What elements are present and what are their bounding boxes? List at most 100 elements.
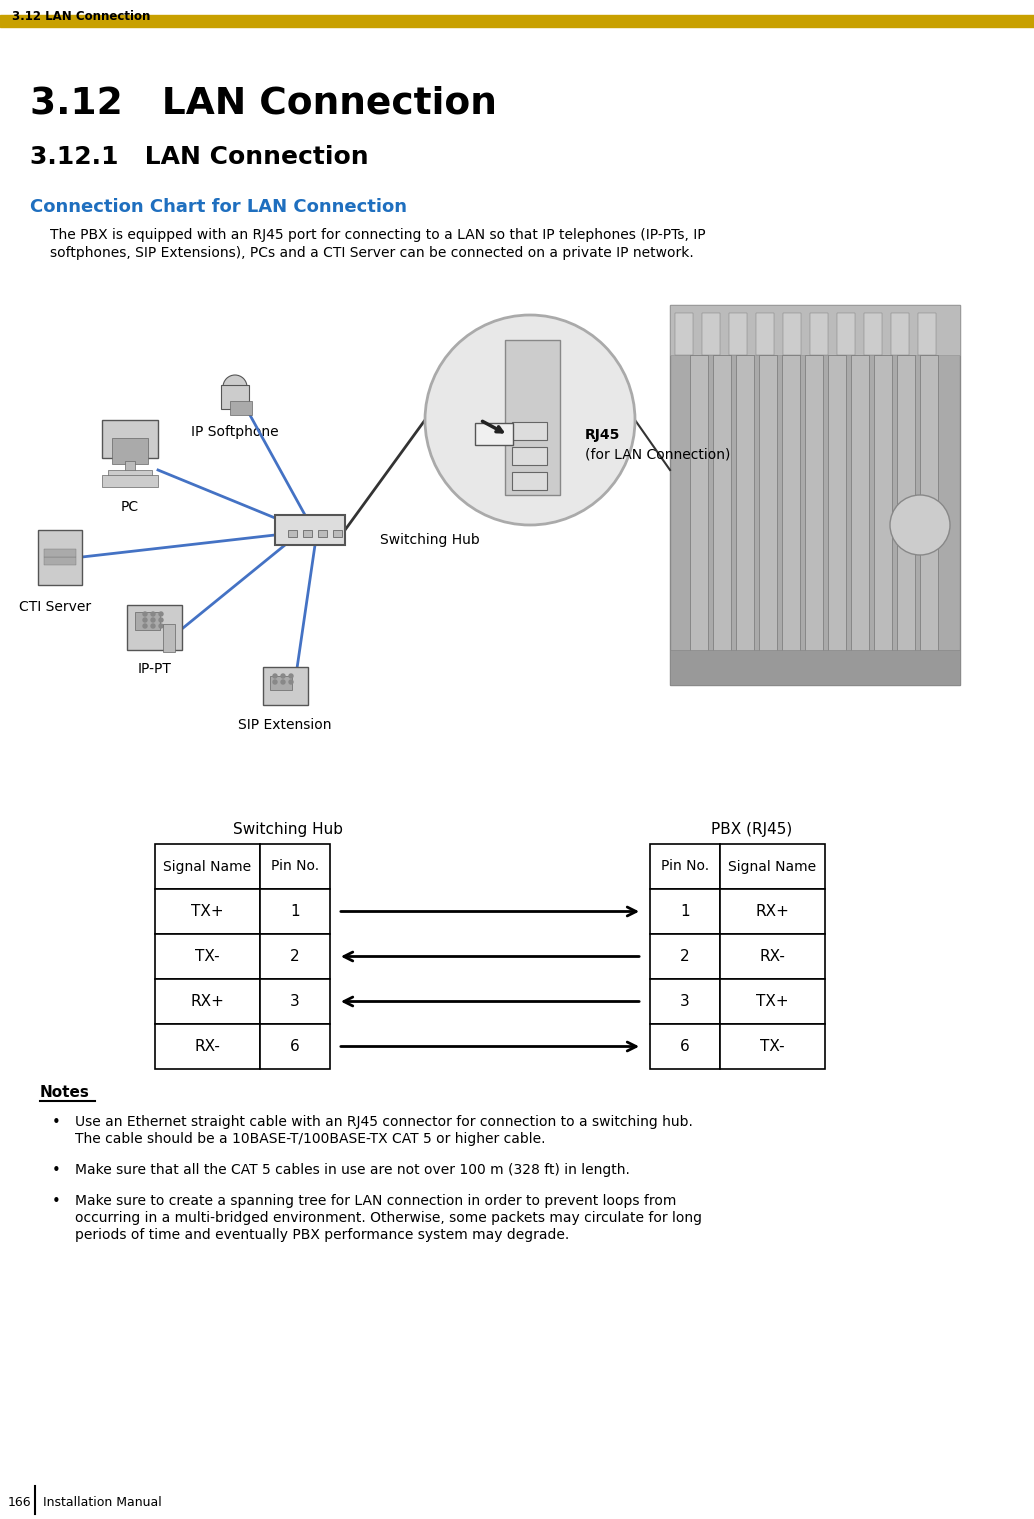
Bar (135, 612, 160, 630)
Bar (720, 889, 825, 934)
Bar (163, 624, 175, 652)
Bar (0, 15, 1034, 27)
Bar (102, 475, 158, 488)
Text: SIP Extension: SIP Extension (238, 718, 332, 732)
Bar (44, 548, 77, 557)
Text: 2: 2 (291, 949, 300, 965)
Bar (851, 355, 869, 670)
Bar (874, 355, 892, 670)
Bar (38, 530, 82, 585)
Bar (720, 934, 825, 980)
Bar (260, 1024, 330, 1069)
Text: •: • (52, 1194, 61, 1209)
Text: Pin No.: Pin No. (271, 860, 320, 873)
Bar (512, 447, 547, 465)
Text: Notes: Notes (40, 1085, 90, 1100)
Bar (155, 1024, 260, 1069)
Bar (670, 650, 960, 685)
Text: Installation Manual: Installation Manual (43, 1496, 161, 1508)
Circle shape (143, 618, 147, 621)
Bar (756, 313, 774, 355)
Circle shape (288, 681, 293, 684)
Bar (260, 980, 330, 1024)
Text: The PBX is equipped with an RJ45 port for connecting to a LAN so that IP telepho: The PBX is equipped with an RJ45 port fo… (50, 228, 705, 242)
Circle shape (281, 674, 285, 677)
Bar (783, 313, 801, 355)
Text: 2: 2 (680, 949, 690, 965)
Text: 3.12   LAN Connection: 3.12 LAN Connection (30, 85, 497, 122)
Bar (505, 340, 560, 495)
Bar (230, 401, 252, 415)
Bar (275, 515, 345, 545)
Text: The cable should be a 10BASE-T/100BASE-TX CAT 5 or higher cable.: The cable should be a 10BASE-T/100BASE-T… (75, 1132, 546, 1145)
Bar (155, 845, 260, 889)
Bar (44, 557, 77, 565)
Circle shape (425, 314, 635, 526)
Bar (702, 313, 720, 355)
Circle shape (143, 624, 147, 627)
Bar (918, 313, 936, 355)
Circle shape (151, 618, 155, 621)
Bar (720, 845, 825, 889)
Bar (650, 889, 720, 934)
Bar (318, 530, 327, 538)
Bar (155, 934, 260, 980)
Circle shape (151, 612, 155, 617)
Bar (782, 355, 800, 670)
Text: 6: 6 (291, 1039, 300, 1054)
Text: RX-: RX- (760, 949, 786, 965)
Bar (675, 313, 693, 355)
Text: 3: 3 (680, 993, 690, 1009)
Bar (864, 313, 882, 355)
Text: TX+: TX+ (191, 904, 223, 919)
Text: RX+: RX+ (190, 993, 224, 1009)
Text: TX+: TX+ (756, 993, 789, 1009)
Circle shape (288, 674, 293, 677)
Bar (920, 355, 938, 670)
Bar (891, 313, 909, 355)
Bar (263, 667, 308, 705)
Text: 3.12 LAN Connection: 3.12 LAN Connection (12, 11, 150, 23)
Text: softphones, SIP Extensions), PCs and a CTI Server can be connected on a private : softphones, SIP Extensions), PCs and a C… (50, 246, 694, 260)
Bar (303, 530, 312, 538)
Bar (713, 355, 731, 670)
Bar (759, 355, 777, 670)
Circle shape (159, 618, 163, 621)
Bar (670, 305, 960, 355)
Bar (155, 889, 260, 934)
Text: IP-PT: IP-PT (139, 662, 172, 676)
Bar (221, 384, 249, 409)
Bar (837, 313, 855, 355)
Bar (736, 355, 754, 670)
Bar (270, 676, 292, 690)
Text: occurring in a multi-bridged environment. Otherwise, some packets may circulate : occurring in a multi-bridged environment… (75, 1211, 702, 1224)
Bar (155, 980, 260, 1024)
Bar (127, 605, 182, 650)
Bar (828, 355, 846, 670)
Bar (810, 313, 828, 355)
Text: •: • (52, 1164, 61, 1179)
Bar (333, 530, 342, 538)
Text: 3.12.1   LAN Connection: 3.12.1 LAN Connection (30, 144, 369, 169)
Circle shape (890, 495, 950, 554)
Circle shape (223, 375, 247, 399)
Text: 3: 3 (291, 993, 300, 1009)
Bar (102, 419, 158, 459)
Text: Switching Hub: Switching Hub (233, 822, 343, 837)
Bar (720, 1024, 825, 1069)
Circle shape (281, 681, 285, 684)
Text: Use an Ethernet straight cable with an RJ45 connector for connection to a switch: Use an Ethernet straight cable with an R… (75, 1115, 693, 1129)
Bar (260, 845, 330, 889)
Text: 166: 166 (8, 1496, 32, 1508)
Bar (512, 422, 547, 441)
Text: RJ45: RJ45 (585, 428, 620, 442)
Bar (108, 469, 152, 477)
Circle shape (143, 612, 147, 617)
Text: TX-: TX- (760, 1039, 785, 1054)
Text: 6: 6 (680, 1039, 690, 1054)
Text: Signal Name: Signal Name (728, 860, 817, 873)
Bar (690, 355, 708, 670)
Text: IP Softphone: IP Softphone (191, 425, 279, 439)
Text: 1: 1 (680, 904, 690, 919)
Circle shape (159, 612, 163, 617)
